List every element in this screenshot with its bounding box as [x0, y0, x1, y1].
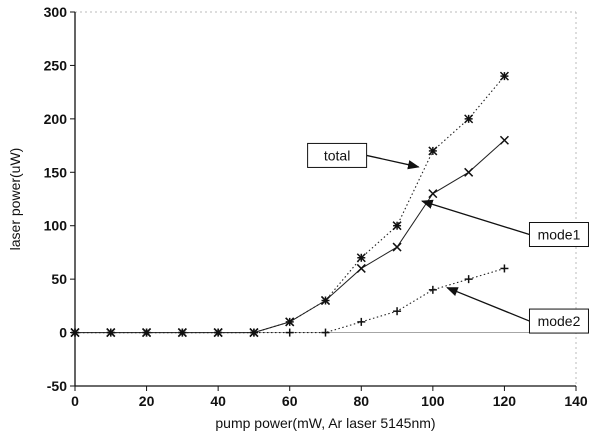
- x-tick-label: 20: [139, 393, 155, 409]
- x-tick-label: 100: [421, 393, 445, 409]
- data-point-mode1: [464, 167, 474, 177]
- data-point-mode2: [500, 264, 509, 273]
- annotation-box-mode1: [528, 222, 589, 248]
- x-tick-label: 80: [353, 393, 369, 409]
- annotation-label-total: total: [324, 147, 350, 163]
- y-tick-label: 300: [44, 4, 68, 20]
- annotation-arrow-mode1: [421, 199, 530, 236]
- y-tick-label: 50: [51, 271, 67, 287]
- data-point-mode1: [499, 135, 509, 145]
- data-point-total: [499, 71, 509, 81]
- x-tick-label: 140: [564, 393, 588, 409]
- series-line-total: [75, 75, 505, 334]
- data-point-mode2: [214, 328, 223, 337]
- y-tick-label: 100: [44, 218, 68, 234]
- annotation-arrow-mode2: [446, 287, 530, 322]
- data-point-total: [356, 253, 366, 263]
- data-point-total: [428, 146, 438, 156]
- data-point-mode2: [71, 328, 79, 337]
- annotation-label-mode2: mode2: [538, 313, 581, 329]
- data-point-mode1: [428, 189, 438, 199]
- data-point-mode2: [428, 285, 437, 294]
- data-point-mode2: [285, 328, 294, 337]
- data-point-mode2: [464, 275, 473, 284]
- data-point-mode2: [106, 328, 115, 337]
- series-line-mode1: [75, 139, 505, 334]
- x-tick-label: 60: [282, 393, 298, 409]
- x-tick-label: 120: [493, 393, 517, 409]
- data-point-mode2: [249, 328, 258, 337]
- data-point-mode2: [357, 317, 366, 326]
- annotation-box-mode2: [528, 308, 589, 334]
- x-tick-label: 40: [210, 393, 226, 409]
- annotation-label-mode1: mode1: [538, 227, 581, 243]
- annotation-arrow-total: [366, 154, 420, 170]
- data-point-mode2: [142, 328, 151, 337]
- data-point-mode1: [392, 242, 402, 252]
- y-tick-label: 200: [44, 111, 68, 127]
- data-point-mode2: [321, 328, 330, 337]
- plot-area: 0 20 40 60 80 100 120 140-50050100150200250300t…: [44, 4, 589, 409]
- data-point-mode1: [285, 317, 295, 327]
- data-point-mode2: [393, 307, 402, 316]
- data-point-total: [464, 114, 474, 124]
- y-axis-title: laser power(uW): [7, 148, 23, 251]
- x-tick-label: 0: [71, 393, 79, 409]
- data-point-total: [392, 221, 402, 231]
- data-point-mode1: [320, 295, 331, 306]
- data-point-mode2: [178, 328, 187, 337]
- data-point-mode1: [356, 263, 366, 273]
- x-axis-title: pump power(mW, Ar laser 5145nm): [215, 415, 435, 431]
- annotation-box-total: [307, 142, 368, 168]
- y-tick-label: -50: [47, 378, 67, 394]
- y-tick-label: 250: [44, 57, 68, 73]
- y-tick-label: 0: [59, 325, 67, 341]
- y-tick-label: 150: [44, 164, 68, 180]
